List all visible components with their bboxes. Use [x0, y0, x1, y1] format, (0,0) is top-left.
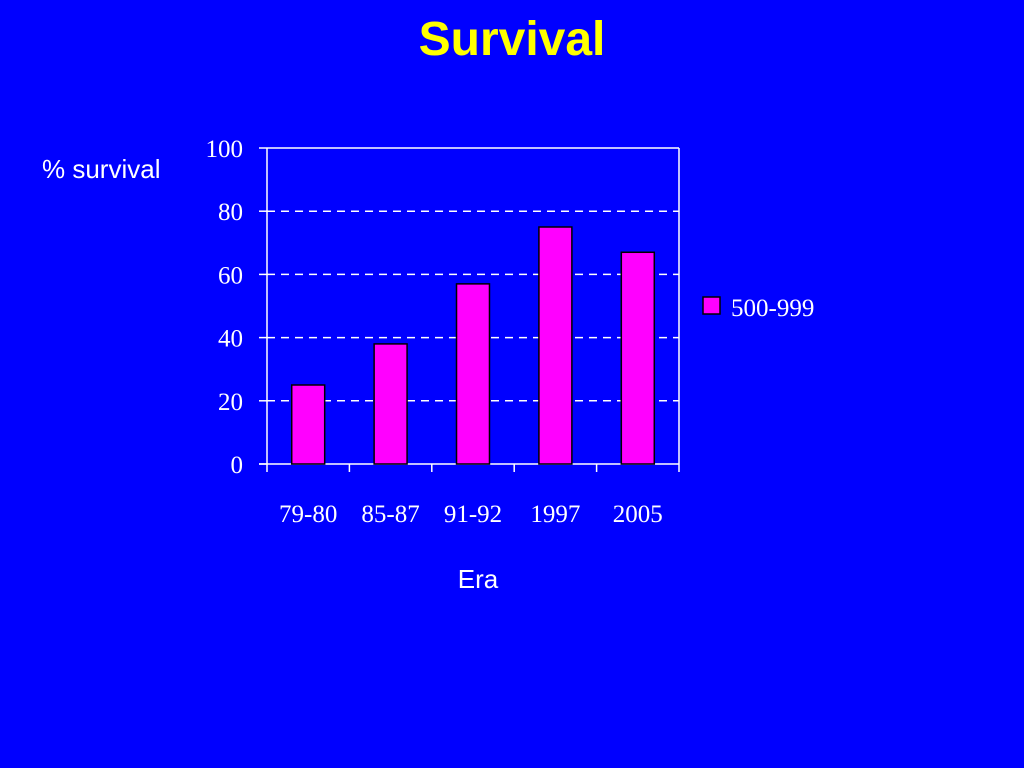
bar [373, 343, 408, 465]
y-tick-label: 40 [218, 326, 243, 353]
x-tick-label: 2005 [613, 501, 663, 528]
bar [538, 226, 573, 465]
y-tick-label: 80 [218, 199, 243, 226]
x-tick-label: 1997 [530, 501, 580, 528]
x-axis-label: Era [457, 564, 499, 594]
y-tick-label: 20 [218, 389, 243, 416]
y-axis-label: % survival [42, 154, 161, 184]
bar [455, 283, 491, 465]
y-tick-label: 100 [206, 136, 244, 163]
x-tick-label: 85-87 [361, 501, 419, 528]
x-tick-label: 79-80 [279, 501, 337, 528]
bar [620, 251, 656, 465]
legend-swatch [702, 296, 721, 315]
y-tick-label: 0 [231, 452, 244, 479]
legend-label: 500-999 [731, 295, 814, 322]
x-tick-label: 91-92 [444, 501, 502, 528]
slide-title: Survival [418, 13, 606, 66]
y-tick-label: 60 [218, 262, 243, 289]
bar [290, 384, 326, 465]
